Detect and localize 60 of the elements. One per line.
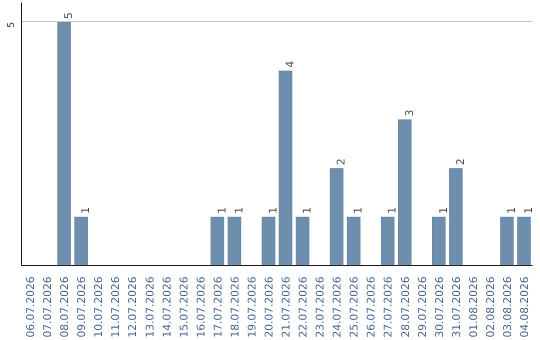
x-tick-label: 13.07.2026	[143, 276, 156, 338]
x-tick-label: 19.07.2026	[245, 276, 258, 338]
data-label: 1	[386, 207, 399, 214]
data-label: 4	[284, 60, 297, 68]
data-label: 5	[62, 12, 76, 19]
x-tick-label: 29.07.2026	[416, 276, 429, 338]
x-tick-label: 07.07.2026	[41, 276, 54, 338]
bar	[296, 216, 310, 266]
x-tick-label: 18.07.2026	[228, 276, 242, 338]
x-tick-label: 31.07.2026	[450, 276, 463, 338]
x-tick-label: 28.07.2026	[398, 276, 412, 338]
x-tick-label: 30.07.2026	[432, 276, 446, 338]
data-label: 1	[522, 207, 535, 214]
data-label: 1	[352, 207, 365, 214]
data-label: 1	[504, 207, 518, 214]
x-tick-label: 14.07.2026	[160, 276, 174, 338]
bar	[432, 216, 446, 266]
x-tick-label: 04.08.2026	[518, 276, 531, 338]
data-label: 2	[454, 158, 467, 166]
bar	[278, 70, 292, 266]
bar	[57, 22, 71, 266]
bar	[228, 216, 242, 266]
x-tick-label: 15.07.2026	[177, 276, 190, 338]
x-tick-label: 17.07.2026	[211, 276, 224, 338]
x-tick-label: 21.07.2026	[280, 276, 293, 338]
x-tick-label: 12.07.2026	[126, 276, 140, 338]
x-tick-label: 25.07.2026	[348, 276, 361, 338]
x-tick-label: 11.07.2026	[109, 276, 122, 338]
x-tick-label: 27.07.2026	[382, 276, 395, 338]
x-tick-label: 02.08.2026	[484, 276, 497, 338]
x-tick-label: 10.07.2026	[92, 276, 106, 338]
bar	[398, 119, 412, 266]
x-tick-label: 24.07.2026	[330, 276, 344, 338]
bar	[380, 216, 395, 266]
bar	[74, 216, 88, 266]
data-label: 1	[300, 207, 314, 214]
data-label: 1	[232, 207, 246, 214]
bar	[210, 216, 224, 266]
bar	[517, 216, 531, 266]
bar	[330, 168, 344, 266]
data-label: 1	[266, 207, 280, 214]
x-tick-label: 22.07.2026	[296, 276, 310, 338]
data-label: 1	[215, 207, 228, 214]
x-tick-label: 23.07.2026	[314, 276, 327, 338]
x-tick-label: 06.07.2026	[24, 276, 38, 338]
data-label: 3	[402, 110, 416, 116]
data-label: 1	[79, 207, 92, 214]
bar	[500, 216, 514, 266]
x-tick-label: 09.07.2026	[75, 276, 88, 338]
data-label: 1	[436, 207, 450, 214]
x-tick-label: 20.07.2026	[262, 276, 276, 338]
bar	[449, 168, 463, 266]
x-tick-label: 08.07.2026	[58, 276, 72, 338]
x-tick-label: 26.07.2026	[364, 276, 378, 338]
x-tick-label: 16.07.2026	[194, 276, 208, 338]
x-tick-label: 01.08.2026	[466, 276, 480, 338]
data-label: 2	[334, 158, 348, 166]
bar	[262, 216, 276, 266]
bar	[346, 216, 360, 266]
x-tick-label: 03.08.2026	[500, 276, 514, 338]
